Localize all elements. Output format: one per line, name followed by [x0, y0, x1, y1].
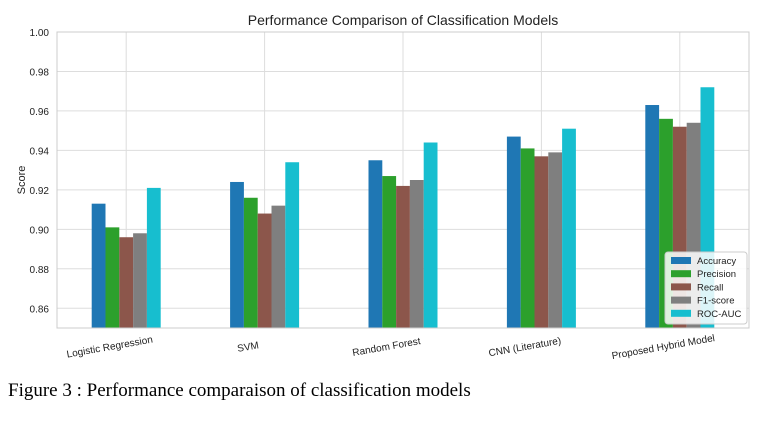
bar-precision [105, 227, 120, 328]
y-tick-labels: 0.86 0.88 0.90 0.92 0.94 0.96 0.98 1.00 [30, 28, 50, 315]
bar-f1-score [133, 233, 147, 328]
legend: Accuracy Precision Recall F1-score ROC-AUC [664, 251, 748, 325]
bar-recall [257, 213, 272, 328]
x-tick-label: Proposed Hybrid Model [611, 333, 716, 362]
legend-label: Precision [697, 269, 736, 280]
x-tick-label: CNN (Literature) [488, 336, 562, 360]
y-tick-label: 0.90 [30, 225, 50, 236]
x-tick-label: SVM [237, 340, 260, 355]
bar-accuracy [368, 160, 383, 328]
legend-box [664, 251, 748, 325]
legend-swatch [671, 257, 691, 264]
bar-f1-score [548, 152, 563, 328]
legend-label: ROC-AUC [697, 309, 741, 320]
bar-accuracy [645, 105, 660, 328]
plot-frame [56, 31, 750, 329]
bar-roc-auc [285, 162, 300, 328]
y-tick-label: 0.92 [30, 186, 50, 197]
bar-accuracy [506, 136, 521, 328]
bar-recall [534, 156, 549, 328]
chart: Performance Comparison of Classification… [16, 12, 750, 362]
y-tick-label: 0.96 [30, 107, 50, 118]
y-tick-label: 1.00 [30, 28, 50, 39]
bar-recall [119, 237, 134, 328]
bar-precision [382, 176, 397, 328]
x-tick-labels: Logistic Regression SVM Random Forest CNN (… [66, 333, 716, 362]
legend-swatch [671, 270, 691, 278]
bar-precision [243, 197, 258, 328]
y-tick-label: 0.98 [30, 67, 50, 78]
y-axis-label: Score [16, 166, 28, 195]
chart-title: Performance Comparison of Classification… [248, 12, 558, 28]
legend-label: Recall [697, 282, 723, 293]
bar-precision [520, 148, 535, 328]
bar-recall [396, 185, 410, 328]
y-tick-label: 0.86 [30, 304, 50, 315]
bar-f1-score [409, 180, 424, 328]
legend-label: Accuracy [697, 256, 736, 267]
legend-swatch [671, 309, 691, 317]
x-tick-label: Random Forest [352, 336, 422, 359]
bar-f1-score [271, 205, 286, 328]
bar-accuracy [230, 181, 244, 328]
bars [91, 87, 715, 329]
figure-caption: Figure 3 : Performance comparaison of cl… [8, 380, 471, 401]
legend-label: F1-score [697, 296, 734, 307]
y-tick-label: 0.94 [30, 146, 50, 157]
bar-roc-auc [146, 187, 161, 328]
x-tick-label: Logistic Regression [66, 335, 154, 361]
bar-roc-auc [562, 128, 576, 328]
legend-swatch [671, 296, 691, 304]
bar-roc-auc [423, 142, 438, 328]
bar-accuracy [91, 203, 106, 328]
y-tick-label: 0.88 [30, 265, 50, 276]
legend-swatch [671, 283, 691, 291]
